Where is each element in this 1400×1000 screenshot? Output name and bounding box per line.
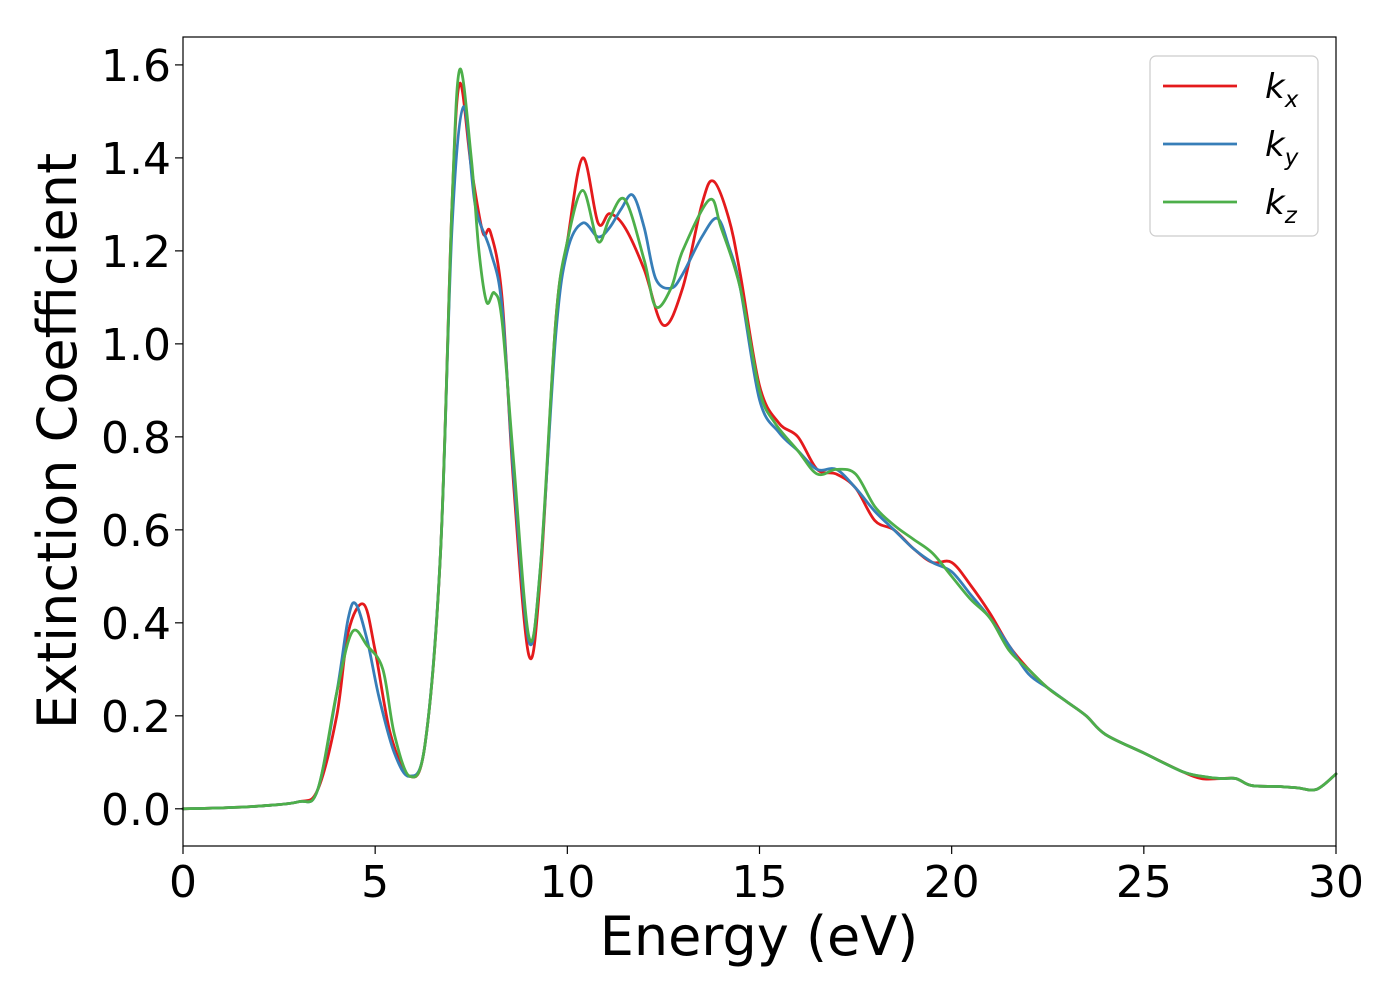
x-tick-label: 5	[361, 857, 389, 908]
legend-label-z: kz	[1265, 183, 1298, 229]
y-tick-label: 0.8	[101, 413, 171, 464]
series-layer	[181, 67, 1338, 811]
y-tick-label: 1.0	[101, 320, 171, 371]
legend-label-x: kx	[1265, 67, 1299, 113]
y-tick-label: 0.2	[101, 692, 171, 743]
y-tick-label: 0.4	[101, 599, 171, 650]
legend: kx ky kz	[1149, 55, 1319, 237]
x-tick-label: 0	[169, 857, 197, 908]
y-tick-label: 1.2	[101, 227, 171, 278]
x-tick-label: 15	[732, 857, 788, 908]
y-tick-label: 1.6	[101, 41, 171, 92]
series-line-z	[181, 67, 1338, 811]
x-tick-label: 10	[539, 857, 595, 908]
y-tick-label: 0.6	[101, 506, 171, 557]
x-axis: 0 5 10 15 20 25 30	[169, 846, 1364, 908]
y-tick-label: 0.0	[101, 785, 171, 836]
y-axis-label: Extinction Coefficient	[26, 153, 89, 729]
legend-label-y: ky	[1265, 125, 1299, 171]
legend-box	[1149, 55, 1319, 237]
x-tick-label: 25	[1116, 857, 1172, 908]
plot-background	[183, 37, 1336, 846]
x-tick-label: 30	[1308, 857, 1364, 908]
x-tick-label: 20	[924, 857, 980, 908]
x-axis-label: Energy (eV)	[600, 905, 919, 968]
y-tick-label: 1.4	[101, 134, 171, 185]
y-axis: 0.0 0.2 0.4 0.6 0.8 1.0 1.2 1.4 1.6	[101, 41, 183, 836]
